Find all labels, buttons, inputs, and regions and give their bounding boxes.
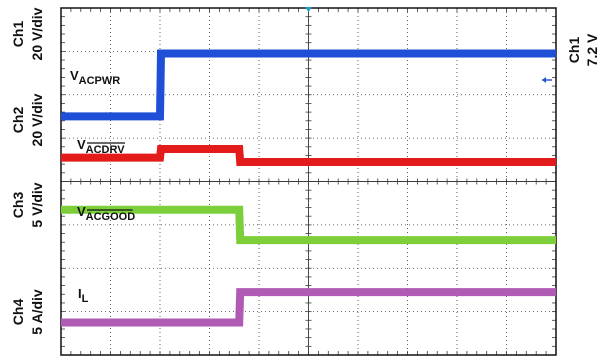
- trace-label-ch4: IL: [78, 286, 89, 305]
- trace-labels: VACPWR VACDRV VACGOOD IL: [70, 68, 135, 305]
- left-scale-label: 5 A/div: [29, 289, 45, 335]
- trace-ch2: [61, 145, 556, 166]
- trace-label-ch3: VACGOOD: [77, 204, 135, 223]
- left-scale-label: 20 V/div: [29, 93, 45, 146]
- trace-label-ch2: VACDRV: [77, 137, 125, 156]
- trigger-level-arrowhead: [542, 77, 546, 83]
- trace-label-ch1: VACPWR: [70, 68, 120, 87]
- trigger-position-icon: [305, 7, 312, 12]
- left-channel-label: Ch1: [10, 21, 26, 48]
- left-scale-label: 5 V/div: [29, 182, 45, 227]
- left-channel-label: Ch2: [10, 107, 26, 134]
- right-channel-label: Ch1: [566, 37, 582, 64]
- trace-ch3: [61, 205, 556, 245]
- left-scale-label: 20 V/div: [29, 7, 45, 60]
- traces: [61, 49, 556, 327]
- left-channel-label: Ch3: [10, 192, 26, 219]
- trace-ch4: [61, 288, 556, 327]
- right-axis-labels: Ch1 7.2 V: [566, 33, 600, 66]
- right-value-label: 7.2 V: [584, 33, 600, 66]
- markers: [305, 7, 552, 83]
- trace-ch1: [61, 49, 556, 121]
- left-channel-label: Ch4: [10, 299, 26, 326]
